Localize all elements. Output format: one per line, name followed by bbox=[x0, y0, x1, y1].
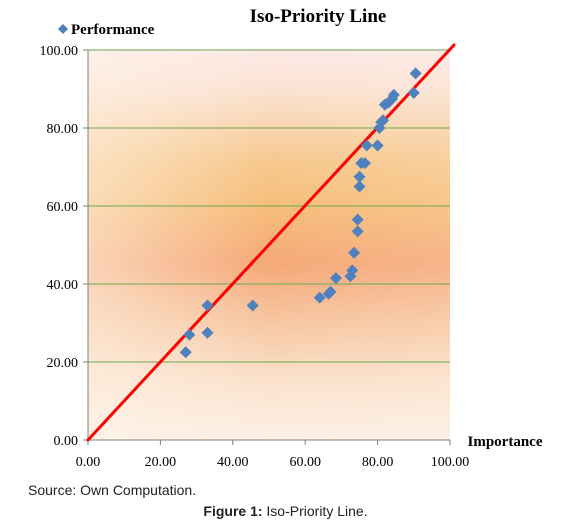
performance-point bbox=[360, 139, 373, 152]
gridlines bbox=[88, 49, 450, 363]
performance-point bbox=[351, 213, 364, 226]
performance-point bbox=[246, 299, 259, 312]
performance-point bbox=[407, 86, 420, 99]
x-axis-label: Importance bbox=[468, 434, 543, 450]
performance-point bbox=[313, 291, 326, 304]
y-tick-label: 20.00 bbox=[47, 356, 79, 371]
performance-point bbox=[179, 346, 192, 359]
y-tick-label: 80.00 bbox=[47, 122, 79, 137]
performance-point bbox=[351, 225, 364, 238]
performance-point bbox=[353, 180, 366, 193]
performance-point bbox=[183, 328, 196, 341]
iso-priority-line bbox=[86, 43, 456, 442]
source-note: Source: Own Computation. bbox=[28, 482, 197, 498]
performance-series bbox=[179, 67, 422, 359]
legend-label-performance: Performance bbox=[71, 22, 155, 38]
performance-point bbox=[329, 272, 342, 285]
performance-point bbox=[387, 88, 400, 101]
performance-point bbox=[409, 67, 422, 80]
x-tick-label: 100.00 bbox=[431, 455, 470, 470]
x-tick-label: 80.00 bbox=[362, 455, 394, 470]
performance-point bbox=[346, 264, 359, 277]
performance-point bbox=[201, 299, 214, 312]
y-axis-ticks: 0.00 20.00 40.00 60.00 80.00 100.00 bbox=[40, 44, 88, 449]
performance-point bbox=[371, 139, 384, 152]
y-tick-label: 0.00 bbox=[54, 434, 79, 449]
x-tick-label: 60.00 bbox=[289, 455, 321, 470]
chart: 0.00 20.00 40.00 60.00 80.00 100.00 0.00 20.00… bbox=[40, 6, 543, 470]
x-tick-label: 20.00 bbox=[145, 455, 177, 470]
x-tick-label: 40.00 bbox=[217, 455, 249, 470]
legend: Performance bbox=[58, 22, 155, 38]
performance-point bbox=[324, 285, 337, 298]
figure-caption: Figure 1: Iso-Priority Line. bbox=[0, 503, 571, 519]
caption-text: Iso-Priority Line. bbox=[262, 503, 368, 519]
y-tick-label: 60.00 bbox=[47, 200, 79, 215]
performance-point bbox=[377, 114, 390, 127]
chart-title: Iso-Priority Line bbox=[250, 6, 387, 27]
y-tick-label: 100.00 bbox=[40, 44, 79, 59]
legend-marker-performance bbox=[58, 24, 68, 34]
x-axis-ticks: 0.00 20.00 40.00 60.00 80.00 100.00 bbox=[76, 440, 470, 470]
caption-label: Figure 1: bbox=[203, 503, 263, 519]
performance-point bbox=[353, 170, 366, 183]
performance-point bbox=[358, 157, 371, 170]
y-tick-label: 40.00 bbox=[47, 278, 79, 293]
performance-point bbox=[348, 246, 361, 259]
performance-point bbox=[201, 326, 214, 339]
x-tick-label: 0.00 bbox=[76, 455, 101, 470]
